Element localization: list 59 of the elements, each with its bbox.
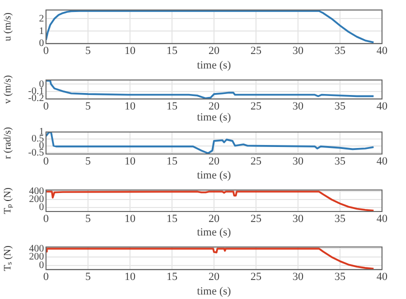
x-tick-label: 35 [334, 155, 346, 168]
x-tick-label: 15 [166, 155, 178, 168]
x-tick-label: 30 [292, 155, 304, 168]
x-tick-label: 15 [166, 45, 178, 58]
y-tick-label: 200 [29, 252, 44, 263]
y-tick-label: 1 [39, 26, 44, 37]
y-axis-title: Tₚ (N) [2, 188, 14, 214]
x-tick-label: 25 [250, 45, 262, 58]
x-tick-label: 30 [292, 100, 304, 112]
y-tick-label: -0.5 [28, 147, 44, 158]
x-tick-label: 40 [376, 155, 388, 168]
x-tick-label: 15 [166, 100, 178, 112]
x-tick-label: 15 [166, 212, 178, 225]
y-axis-title: r (rad/s) [2, 127, 14, 159]
x-tick-label: 20 [208, 212, 220, 225]
x-tick-label: 35 [334, 271, 346, 284]
x-tick-label: 25 [250, 212, 262, 225]
x-axis-title: time (s) [197, 59, 232, 72]
y-tick-label: 2 [39, 13, 44, 24]
x-tick-label: 35 [334, 100, 346, 112]
x-tick-label: 20 [208, 45, 220, 58]
x-tick-label: 20 [208, 100, 220, 112]
x-tick-label: 30 [292, 45, 304, 58]
x-tick-label: 5 [85, 45, 92, 58]
x-tick-label: 35 [334, 212, 346, 225]
x-axis-title: time (s) [197, 111, 232, 124]
x-tick-label: 40 [376, 100, 388, 112]
x-tick-label: 5 [85, 212, 92, 225]
y-tick-label: 0 [39, 38, 44, 50]
y-axis-title: Tₛ (N) [2, 246, 14, 272]
x-axis-title: time (s) [197, 226, 232, 238]
x-tick-label: 30 [292, 212, 304, 225]
x-tick-label: 35 [334, 45, 346, 58]
x-tick-label: 10 [124, 45, 136, 58]
y-tick-label: 0 [39, 260, 44, 272]
x-tick-label: 20 [208, 271, 220, 284]
x-tick-label: 25 [250, 271, 262, 284]
x-tick-label: 5 [85, 155, 92, 168]
x-tick-label: 25 [250, 100, 262, 112]
y-tick-label: 0 [39, 202, 44, 214]
x-tick-label: 25 [250, 155, 262, 168]
x-tick-label: 20 [208, 155, 220, 168]
x-tick-label: 40 [376, 212, 388, 225]
y-axis-title: v (m/s) [2, 75, 14, 104]
x-tick-label: 15 [166, 271, 178, 284]
x-tick-label: 5 [85, 100, 92, 112]
x-tick-label: 10 [124, 212, 136, 225]
x-tick-label: 30 [292, 271, 304, 284]
x-tick-label: 10 [124, 100, 136, 112]
x-axis-title: time (s) [197, 169, 232, 182]
x-axis-title: time (s) [197, 285, 232, 298]
x-tick-label: 10 [124, 271, 136, 284]
y-tick-label: 400 [29, 243, 44, 254]
x-tick-label: 40 [376, 271, 388, 284]
y-axis-title: u (m/s) [2, 12, 14, 42]
x-tick-label: 40 [376, 45, 388, 58]
x-tick-label: 5 [85, 271, 92, 284]
y-tick-label: -0.2 [28, 92, 44, 104]
x-tick-label: 10 [124, 155, 136, 168]
